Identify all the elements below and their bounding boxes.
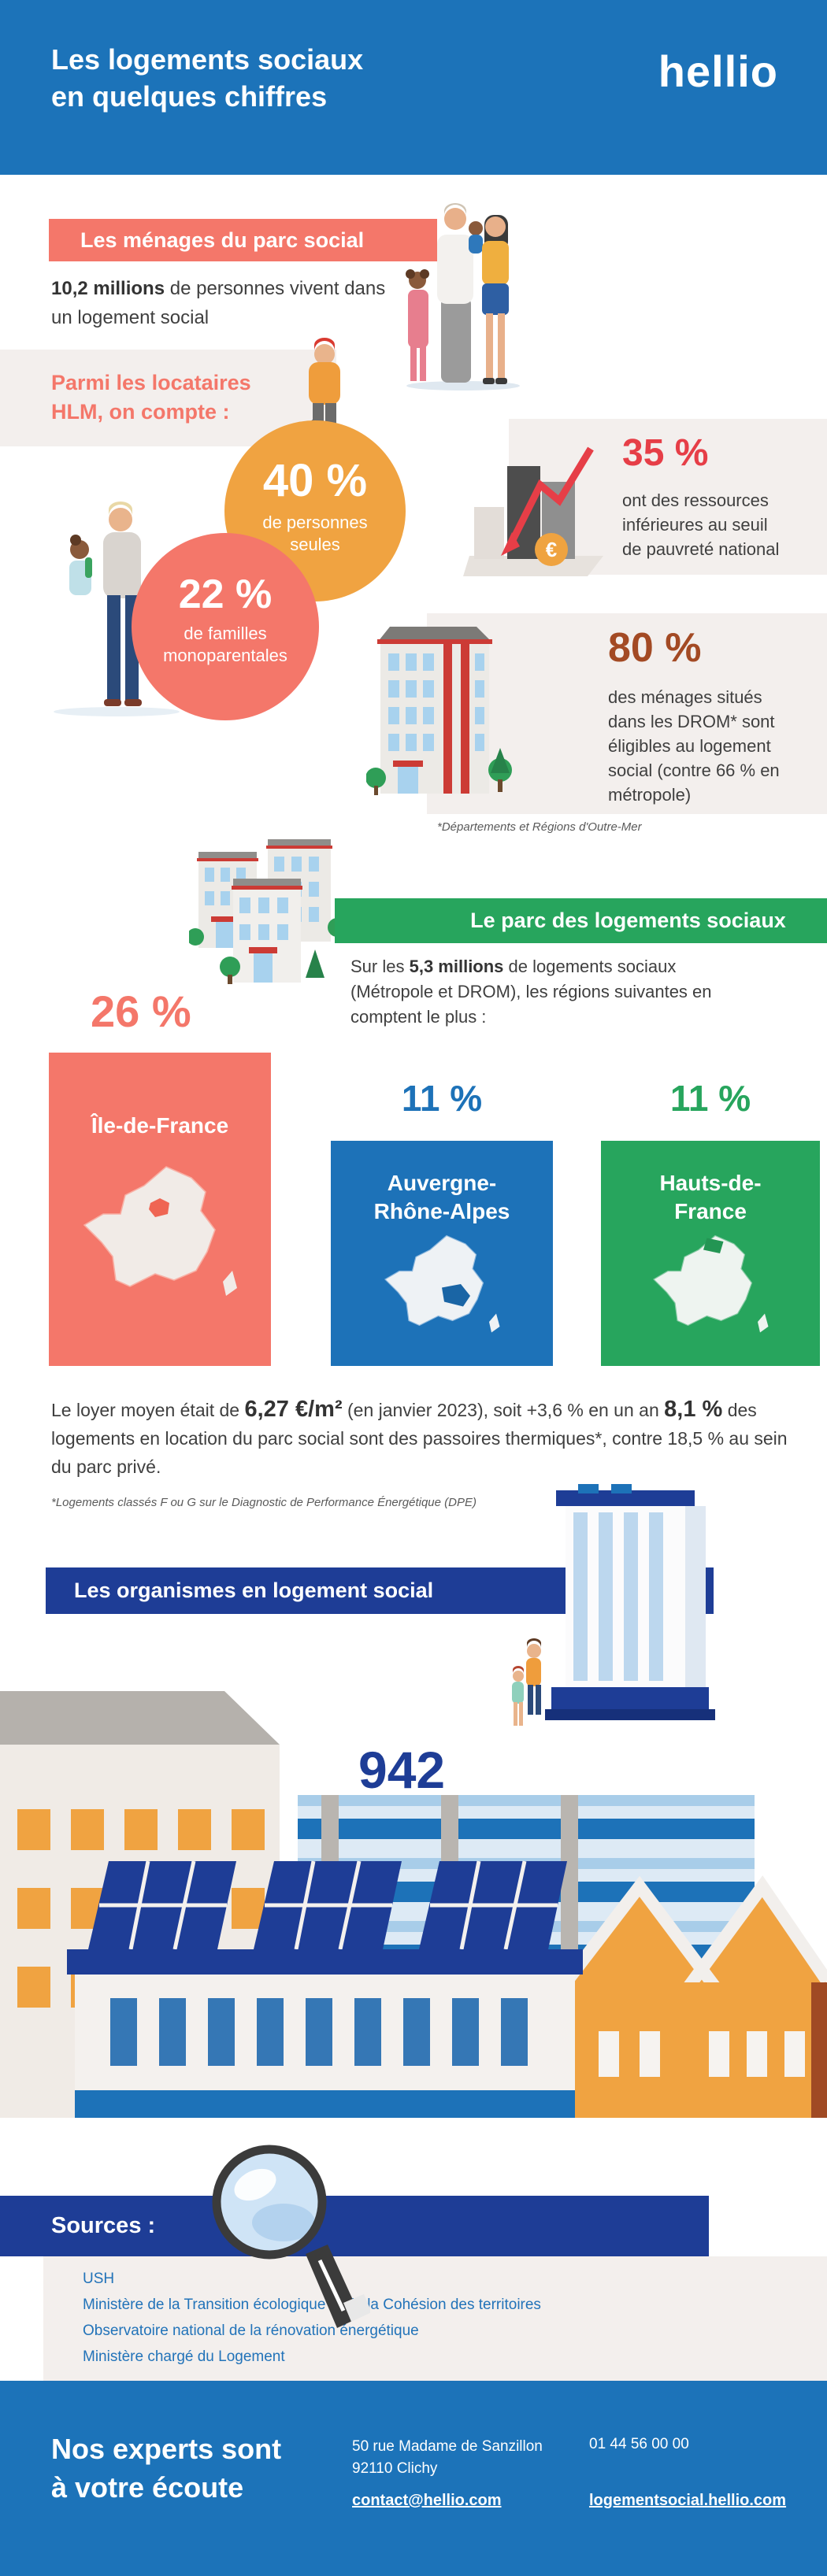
cityscape-illustration [0,1691,827,2118]
footer-band [0,2381,827,2576]
region-hdf-value: 11 % [669,1078,751,1119]
france-map-hdf [653,1234,769,1333]
family-illustration [406,203,520,390]
region-ara-card: Auvergne- Rhône-Alpes [331,1141,553,1366]
menages-intro-rest: de personnes vivent dans un logement soc… [51,278,386,328]
section-banner-parc: Le parc des logements sociaux [335,898,827,943]
source-link-ministere-logement[interactable]: Ministère chargé du Logement [83,2348,285,2365]
stat80-line4: social (contre 66 % en [608,761,780,780]
stat80-panel [427,613,827,814]
hlm-label-line1: Parmi les locataires [51,371,251,394]
footer-address: 50 rue Madame de Sanzillon 92110 Clichy [352,2436,543,2480]
footer-headline: Nos experts sont à votre écoute [51,2430,281,2507]
parc-intro-bold: 5,3 millions [409,957,504,976]
region-ara-name: Auvergne- Rhône-Alpes [331,1169,553,1226]
apartment-building-illustration [366,627,512,795]
stat35-text: ont des ressources inférieures au seuil … [622,488,779,561]
loyer-paragraph: Le loyer moyen était de 6,27 €/m² (en ja… [51,1395,803,1481]
footer-phone: 01 44 56 00 00 [589,2436,689,2452]
stat22-label: de familles monoparentales [132,623,319,667]
parc-intro-pre: Sur les [350,957,410,976]
sources-panel [43,2256,827,2381]
region-idf-value: 26 % [91,986,191,1036]
france-map-idf [83,1166,237,1296]
parc-intro: Sur les 5,3 millions de logements sociau… [350,954,721,1030]
stat22-label2: monoparentales [163,646,287,665]
footer-headline-line2: à votre écoute [51,2471,244,2504]
stat80-text: des ménages situés dans les DROM* sont é… [608,685,780,807]
footnote-drom: *Départements et Régions d'Outre-Mer [437,820,642,834]
hlm-label-line2: HLM, on compte : [51,400,230,424]
footer-headline-line1: Nos experts sont [51,2433,282,2465]
buildings-cluster-illustration [189,839,347,984]
region-ara-name1: Auvergne- [387,1171,497,1195]
section-banner-menages-label: Les ménages du parc social [80,228,365,252]
stat22-label1: de familles [184,624,267,643]
region-hdf-card: Hauts-de- France [601,1141,820,1366]
region-hdf-name2: France [674,1199,747,1223]
chart-decline-illustration: € [463,446,603,576]
footer-address-line2: 92110 Clichy [352,2460,438,2477]
source-link-ministere-transition[interactable]: Ministère de la Transition écologique et… [83,2297,541,2313]
stat942-value: 942 [358,1741,446,1799]
hellio-logo: hellio [658,46,778,96]
footer-email-link[interactable]: contact@hellio.com [352,2492,502,2509]
stat80-line2: dans les DROM* sont [608,712,775,731]
loyer-p2: (en janvier 2023), soit +3,6 % en un an [342,1400,665,1420]
stat35-line3: de pauvreté national [622,539,780,559]
stat80-line5: métropole) [608,785,692,805]
source-link-ush[interactable]: USH [83,2271,115,2287]
stat40-circle: 40 % de personnes seules [224,420,406,601]
stat40-label2: seules [290,535,340,554]
region-ara-name2: Rhône-Alpes [373,1199,510,1223]
stat80-value: 80 % [608,625,702,671]
page-title-line1: Les logements sociaux [51,43,364,76]
loyer-p3: des logements en location du parc social… [51,1400,788,1477]
section-banner-sources: Sources : [0,2196,709,2256]
section-banner-parc-label: Le parc des logements sociaux [470,909,786,932]
menages-intro-bold: 10,2 millions [51,278,165,299]
region-ara-value: 11 % [401,1078,483,1119]
france-map-ara [384,1234,500,1333]
stat40-label1: de personnes [262,513,368,532]
sources-list: USH Ministère de la Transition écologiqu… [83,2266,541,2370]
stat80-line1: des ménages situés [608,687,762,707]
loyer-p1: Le loyer moyen était de [51,1400,245,1420]
svg-text:€: € [546,538,557,561]
region-hdf-name: Hauts-de- France [601,1169,820,1226]
stat22-circle: 22 % de familles monoparentales [132,533,319,720]
parc-intro-rest: de logements sociaux (Métropole et DROM)… [350,957,712,1027]
section-banner-organismes-label: Les organismes en logement social [74,1579,434,1602]
footnote-dpe: *Logements classés F ou G sur le Diagnos… [51,1496,477,1509]
region-idf-card: Île-de-France [49,1053,271,1366]
skyscraper-illustration [512,1484,715,1726]
footer-website-link[interactable]: logementsocial.hellio.com [589,2492,787,2509]
stat80-line3: éligibles au logement [608,736,771,756]
hlm-label: Parmi les locataires HLM, on compte : [51,368,251,427]
loyer-b1: 6,27 €/m² [244,1397,343,1422]
section-banner-sources-label: Sources : [51,2213,156,2238]
stat40-label: de personnes seules [224,512,406,556]
magnifier-icon [212,2145,370,2328]
footer-address-line1: 50 rue Madame de Sanzillon [352,2438,543,2455]
stat35-line2: inférieures au seuil [622,515,768,535]
stat35-value: 35 % [622,432,709,474]
stat35-line1: ont des ressources [622,490,769,510]
region-hdf-name1: Hauts-de- [659,1171,762,1195]
section-banner-menages: Les ménages du parc social [49,219,437,261]
page-title-line2: en quelques chiffres [51,80,328,113]
region-idf-name: Île-de-France [91,1113,229,1138]
menages-intro: 10,2 millions de personnes vivent dans u… [51,274,402,332]
loyer-b2: 8,1 % [664,1397,723,1422]
header-band [0,0,827,175]
stat40-value: 40 % [262,455,368,506]
page-title: Les logements sociaux en quelques chiffr… [51,41,363,115]
stat22-value: 22 % [178,572,273,617]
source-link-observatoire[interactable]: Observatoire national de la rénovation é… [83,2322,419,2339]
